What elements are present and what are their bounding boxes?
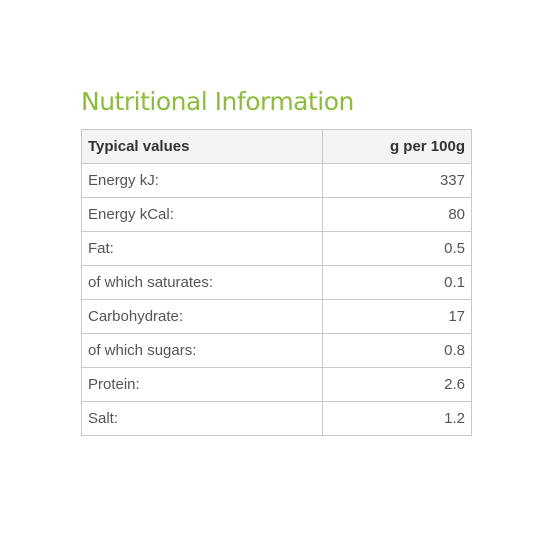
row-label: Protein:	[81, 367, 323, 402]
row-label: of which saturates:	[81, 265, 323, 300]
row-label: Fat:	[81, 231, 323, 266]
table-header-row: Typical values g per 100g	[81, 129, 472, 164]
row-value: 1.2	[322, 401, 472, 436]
row-label: Salt:	[81, 401, 323, 436]
table-row: Salt: 1.2	[81, 401, 472, 436]
row-label: Carbohydrate:	[81, 299, 323, 334]
table-row: Carbohydrate: 17	[81, 299, 472, 334]
row-value: 0.5	[322, 231, 472, 266]
table-row: Energy kCal: 80	[81, 197, 472, 232]
table-row: Energy kJ: 337	[81, 163, 472, 198]
table-row: Fat: 0.5	[81, 231, 472, 266]
header-per-100g: g per 100g	[322, 129, 472, 164]
table-row: Protein: 2.6	[81, 367, 472, 402]
row-value: 0.1	[322, 265, 472, 300]
page-title: Nutritional Information	[81, 87, 354, 116]
table-row: of which sugars: 0.8	[81, 333, 472, 368]
row-label: Energy kJ:	[81, 163, 323, 198]
row-value: 337	[322, 163, 472, 198]
row-value: 2.6	[322, 367, 472, 402]
row-label: of which sugars:	[81, 333, 323, 368]
row-value: 80	[322, 197, 472, 232]
row-label: Energy kCal:	[81, 197, 323, 232]
row-value: 0.8	[322, 333, 472, 368]
nutrition-table: Typical values g per 100g Energy kJ: 337…	[81, 129, 472, 436]
row-value: 17	[322, 299, 472, 334]
header-typical-values: Typical values	[81, 129, 323, 164]
table-row: of which saturates: 0.1	[81, 265, 472, 300]
